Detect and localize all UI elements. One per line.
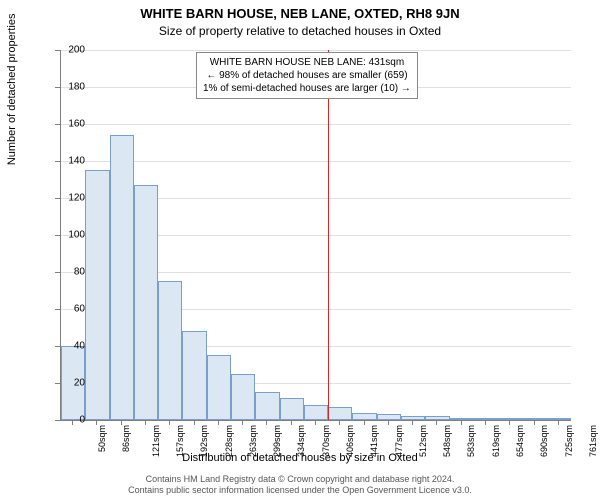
x-tick-label: 86sqm bbox=[121, 425, 131, 452]
x-tick bbox=[194, 420, 195, 425]
callout-box: WHITE BARN HOUSE NEB LANE: 431sqm← 98% o… bbox=[196, 52, 418, 99]
histogram-bar bbox=[522, 418, 546, 420]
y-tick bbox=[55, 420, 60, 421]
x-tick bbox=[558, 420, 559, 425]
y-axis-label: Number of detached properties bbox=[6, 14, 18, 166]
histogram-bar bbox=[304, 405, 328, 420]
y-tick bbox=[55, 235, 60, 236]
x-tick bbox=[291, 420, 292, 425]
y-tick bbox=[55, 124, 60, 125]
histogram-bar bbox=[280, 398, 304, 420]
x-tick bbox=[121, 420, 122, 425]
histogram-bar bbox=[547, 418, 571, 420]
histogram-bar bbox=[134, 185, 158, 420]
x-tick bbox=[339, 420, 340, 425]
histogram-bar bbox=[255, 392, 279, 420]
grid-line bbox=[61, 50, 571, 51]
chart-title-sub: Size of property relative to detached ho… bbox=[0, 24, 600, 38]
y-tick bbox=[55, 87, 60, 88]
histogram-bar bbox=[85, 170, 109, 420]
x-tick bbox=[96, 420, 97, 425]
histogram-bar bbox=[231, 374, 255, 420]
y-tick bbox=[55, 161, 60, 162]
histogram-bar bbox=[401, 416, 425, 420]
callout-line2: ← 98% of detached houses are smaller (65… bbox=[203, 69, 411, 82]
x-axis-label: Distribution of detached houses by size … bbox=[0, 452, 600, 464]
y-tick-label: 120 bbox=[60, 193, 85, 204]
chart-footer: Contains HM Land Registry data © Crown c… bbox=[0, 474, 600, 496]
x-tick bbox=[169, 420, 170, 425]
x-tick bbox=[315, 420, 316, 425]
y-tick bbox=[55, 383, 60, 384]
x-tick bbox=[218, 420, 219, 425]
grid-line bbox=[61, 161, 571, 162]
y-tick-label: 200 bbox=[60, 45, 85, 56]
x-tick bbox=[509, 420, 510, 425]
x-tick bbox=[242, 420, 243, 425]
footer-line1: Contains HM Land Registry data © Crown c… bbox=[0, 474, 600, 485]
histogram-bar bbox=[110, 135, 134, 420]
x-tick bbox=[72, 420, 73, 425]
y-tick-label: 20 bbox=[60, 378, 85, 389]
x-tick bbox=[436, 420, 437, 425]
marker-line bbox=[328, 50, 329, 420]
x-tick bbox=[145, 420, 146, 425]
x-tick-label: 50sqm bbox=[97, 425, 107, 452]
grid-line bbox=[61, 124, 571, 125]
y-tick bbox=[55, 198, 60, 199]
x-tick bbox=[266, 420, 267, 425]
x-tick bbox=[388, 420, 389, 425]
histogram-bar bbox=[498, 418, 522, 420]
y-tick-label: 140 bbox=[60, 156, 85, 167]
histogram-bar bbox=[328, 407, 352, 420]
y-tick bbox=[55, 309, 60, 310]
x-tick bbox=[534, 420, 535, 425]
histogram-bar bbox=[425, 416, 449, 420]
histogram-bar bbox=[207, 355, 231, 420]
y-tick bbox=[55, 50, 60, 51]
histogram-bar bbox=[450, 418, 474, 420]
chart-container: WHITE BARN HOUSE, NEB LANE, OXTED, RH8 9… bbox=[0, 0, 600, 500]
histogram-bar bbox=[182, 331, 206, 420]
y-tick-label: 60 bbox=[60, 304, 85, 315]
callout-line1: WHITE BARN HOUSE NEB LANE: 431sqm bbox=[203, 56, 411, 69]
chart-title-main: WHITE BARN HOUSE, NEB LANE, OXTED, RH8 9… bbox=[0, 6, 600, 21]
histogram-bar bbox=[158, 281, 182, 420]
x-tick bbox=[485, 420, 486, 425]
callout-line3: 1% of semi-detached houses are larger (1… bbox=[203, 82, 411, 95]
histogram-bar bbox=[352, 413, 376, 420]
footer-line2: Contains public sector information licen… bbox=[0, 485, 600, 496]
y-tick bbox=[55, 272, 60, 273]
x-tick bbox=[412, 420, 413, 425]
y-tick-label: 100 bbox=[60, 230, 85, 241]
x-tick bbox=[461, 420, 462, 425]
y-tick-label: 160 bbox=[60, 119, 85, 130]
histogram-bar bbox=[377, 414, 401, 420]
y-tick-label: 180 bbox=[60, 82, 85, 93]
y-tick bbox=[55, 346, 60, 347]
x-tick bbox=[364, 420, 365, 425]
y-tick-label: 80 bbox=[60, 267, 85, 278]
plot-area: WHITE BARN HOUSE NEB LANE: 431sqm← 98% o… bbox=[60, 50, 571, 421]
y-tick-label: 40 bbox=[60, 341, 85, 352]
